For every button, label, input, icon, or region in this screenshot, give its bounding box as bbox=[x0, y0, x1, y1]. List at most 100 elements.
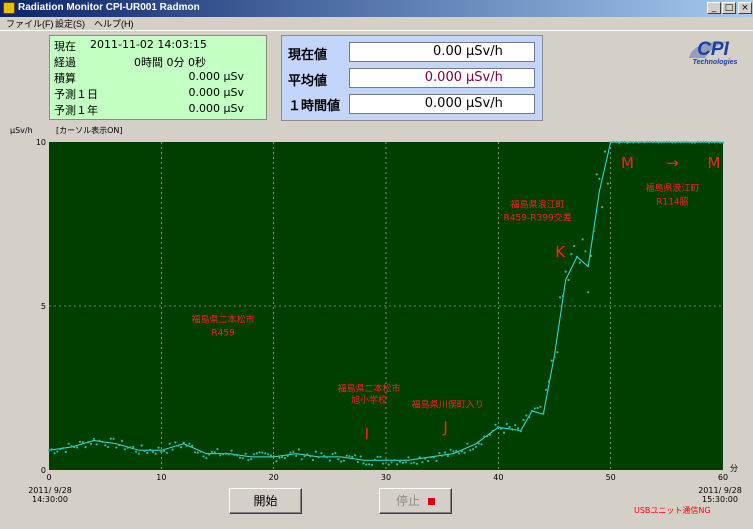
data-point bbox=[87, 441, 90, 444]
hour-label: １時間値 bbox=[288, 99, 341, 114]
data-point bbox=[441, 454, 444, 457]
data-point bbox=[629, 141, 632, 144]
minimize-button[interactable]: _ bbox=[707, 2, 721, 14]
data-point bbox=[216, 448, 219, 451]
x-tick-label: 20 bbox=[269, 473, 279, 482]
data-point bbox=[252, 453, 256, 456]
data-point bbox=[286, 454, 289, 457]
menu-file[interactable]: ファイル(F) bbox=[6, 19, 54, 29]
data-point bbox=[202, 455, 205, 458]
data-point bbox=[570, 253, 573, 256]
hour-unit: μSv/h bbox=[466, 96, 503, 111]
location-annotation: R459-R399交差 bbox=[504, 212, 572, 224]
end-time: 15:30:00 bbox=[702, 495, 738, 504]
data-point bbox=[70, 445, 73, 448]
data-point bbox=[643, 141, 646, 144]
data-point bbox=[623, 140, 626, 144]
data-point bbox=[536, 406, 539, 410]
menu-settings[interactable]: 設定(S) bbox=[55, 19, 85, 29]
data-point bbox=[620, 140, 624, 144]
y-axis-unit-label: μSv/h bbox=[10, 126, 33, 135]
location-annotation: 福島県浪江町 bbox=[645, 182, 699, 194]
total-label: 積算 bbox=[54, 72, 76, 85]
info-row-total: 積算 0.000 μSv bbox=[54, 70, 262, 87]
x-tick-label: 0 bbox=[46, 473, 51, 482]
data-point bbox=[76, 446, 79, 449]
data-point bbox=[384, 459, 388, 462]
pred-year-label: 予測１年 bbox=[54, 104, 98, 117]
y-tick-label: 10 bbox=[36, 138, 46, 147]
data-point bbox=[505, 422, 508, 426]
data-point bbox=[306, 453, 309, 456]
data-point bbox=[640, 140, 643, 144]
data-point bbox=[233, 453, 236, 456]
data-point bbox=[297, 448, 300, 451]
data-point bbox=[390, 461, 393, 464]
data-point bbox=[457, 452, 461, 455]
point-marker: J bbox=[442, 418, 447, 436]
data-point bbox=[337, 458, 340, 461]
data-point bbox=[618, 141, 621, 144]
menu-bar: ファイル(F) 設定(S) ヘルプ(H) bbox=[0, 17, 753, 30]
y-tick-label: 0 bbox=[41, 466, 46, 475]
data-point bbox=[185, 444, 188, 448]
start-date: 2011/ 9/28 bbox=[28, 486, 72, 495]
data-point bbox=[154, 452, 157, 455]
data-point bbox=[443, 451, 447, 454]
menu-help[interactable]: ヘルプ(H) bbox=[94, 19, 134, 29]
data-point bbox=[427, 460, 430, 463]
info-row-now: 現在 2011-11-02 14:03:15 bbox=[54, 38, 262, 55]
data-point bbox=[250, 458, 253, 461]
data-point bbox=[547, 380, 551, 383]
data-point bbox=[463, 451, 466, 454]
x-tick-label: 60 bbox=[718, 473, 728, 482]
data-point bbox=[556, 351, 559, 354]
data-point bbox=[104, 444, 107, 447]
data-point bbox=[73, 446, 76, 449]
current-value-field: 0.00 μSv/h bbox=[349, 42, 535, 62]
data-point bbox=[693, 141, 697, 144]
data-point bbox=[719, 141, 722, 144]
data-point bbox=[486, 435, 489, 438]
data-point bbox=[525, 414, 528, 417]
data-point bbox=[255, 452, 258, 455]
data-point bbox=[95, 443, 98, 446]
data-point bbox=[598, 177, 601, 180]
data-point bbox=[351, 455, 354, 458]
data-point bbox=[710, 141, 713, 144]
start-button[interactable]: 開始 bbox=[229, 488, 302, 514]
data-point bbox=[398, 460, 402, 463]
data-point bbox=[657, 141, 660, 144]
data-point bbox=[188, 442, 191, 445]
data-point bbox=[508, 426, 511, 429]
data-point bbox=[59, 448, 62, 451]
data-point bbox=[289, 451, 292, 454]
data-point bbox=[174, 441, 177, 444]
maximize-button[interactable]: □ bbox=[722, 2, 736, 14]
data-point bbox=[342, 459, 345, 462]
data-point bbox=[281, 456, 284, 459]
usb-status: USBユニット通信NG bbox=[634, 506, 711, 515]
data-point bbox=[477, 442, 480, 445]
point-marker: M bbox=[708, 154, 721, 172]
data-point bbox=[460, 450, 463, 453]
title-bar bbox=[0, 0, 753, 17]
data-point bbox=[418, 456, 421, 459]
data-point bbox=[193, 451, 197, 454]
data-point bbox=[98, 439, 101, 442]
data-point bbox=[705, 140, 708, 144]
data-point bbox=[542, 412, 545, 415]
data-point bbox=[679, 141, 683, 144]
axis-ticks: 0 10 20 30 40 50 60 0 5 10 bbox=[36, 138, 728, 482]
stop-button[interactable]: 停止 bbox=[379, 488, 452, 514]
data-point bbox=[118, 444, 121, 447]
data-point bbox=[435, 459, 438, 462]
data-point bbox=[331, 452, 334, 456]
data-point bbox=[685, 140, 688, 144]
chart-grid bbox=[49, 142, 723, 470]
close-button[interactable]: × bbox=[738, 2, 752, 14]
data-point bbox=[177, 444, 180, 447]
data-point bbox=[272, 455, 275, 458]
elapsed-value: 0時間 0分 0秒 bbox=[134, 56, 206, 69]
data-point bbox=[564, 270, 567, 273]
